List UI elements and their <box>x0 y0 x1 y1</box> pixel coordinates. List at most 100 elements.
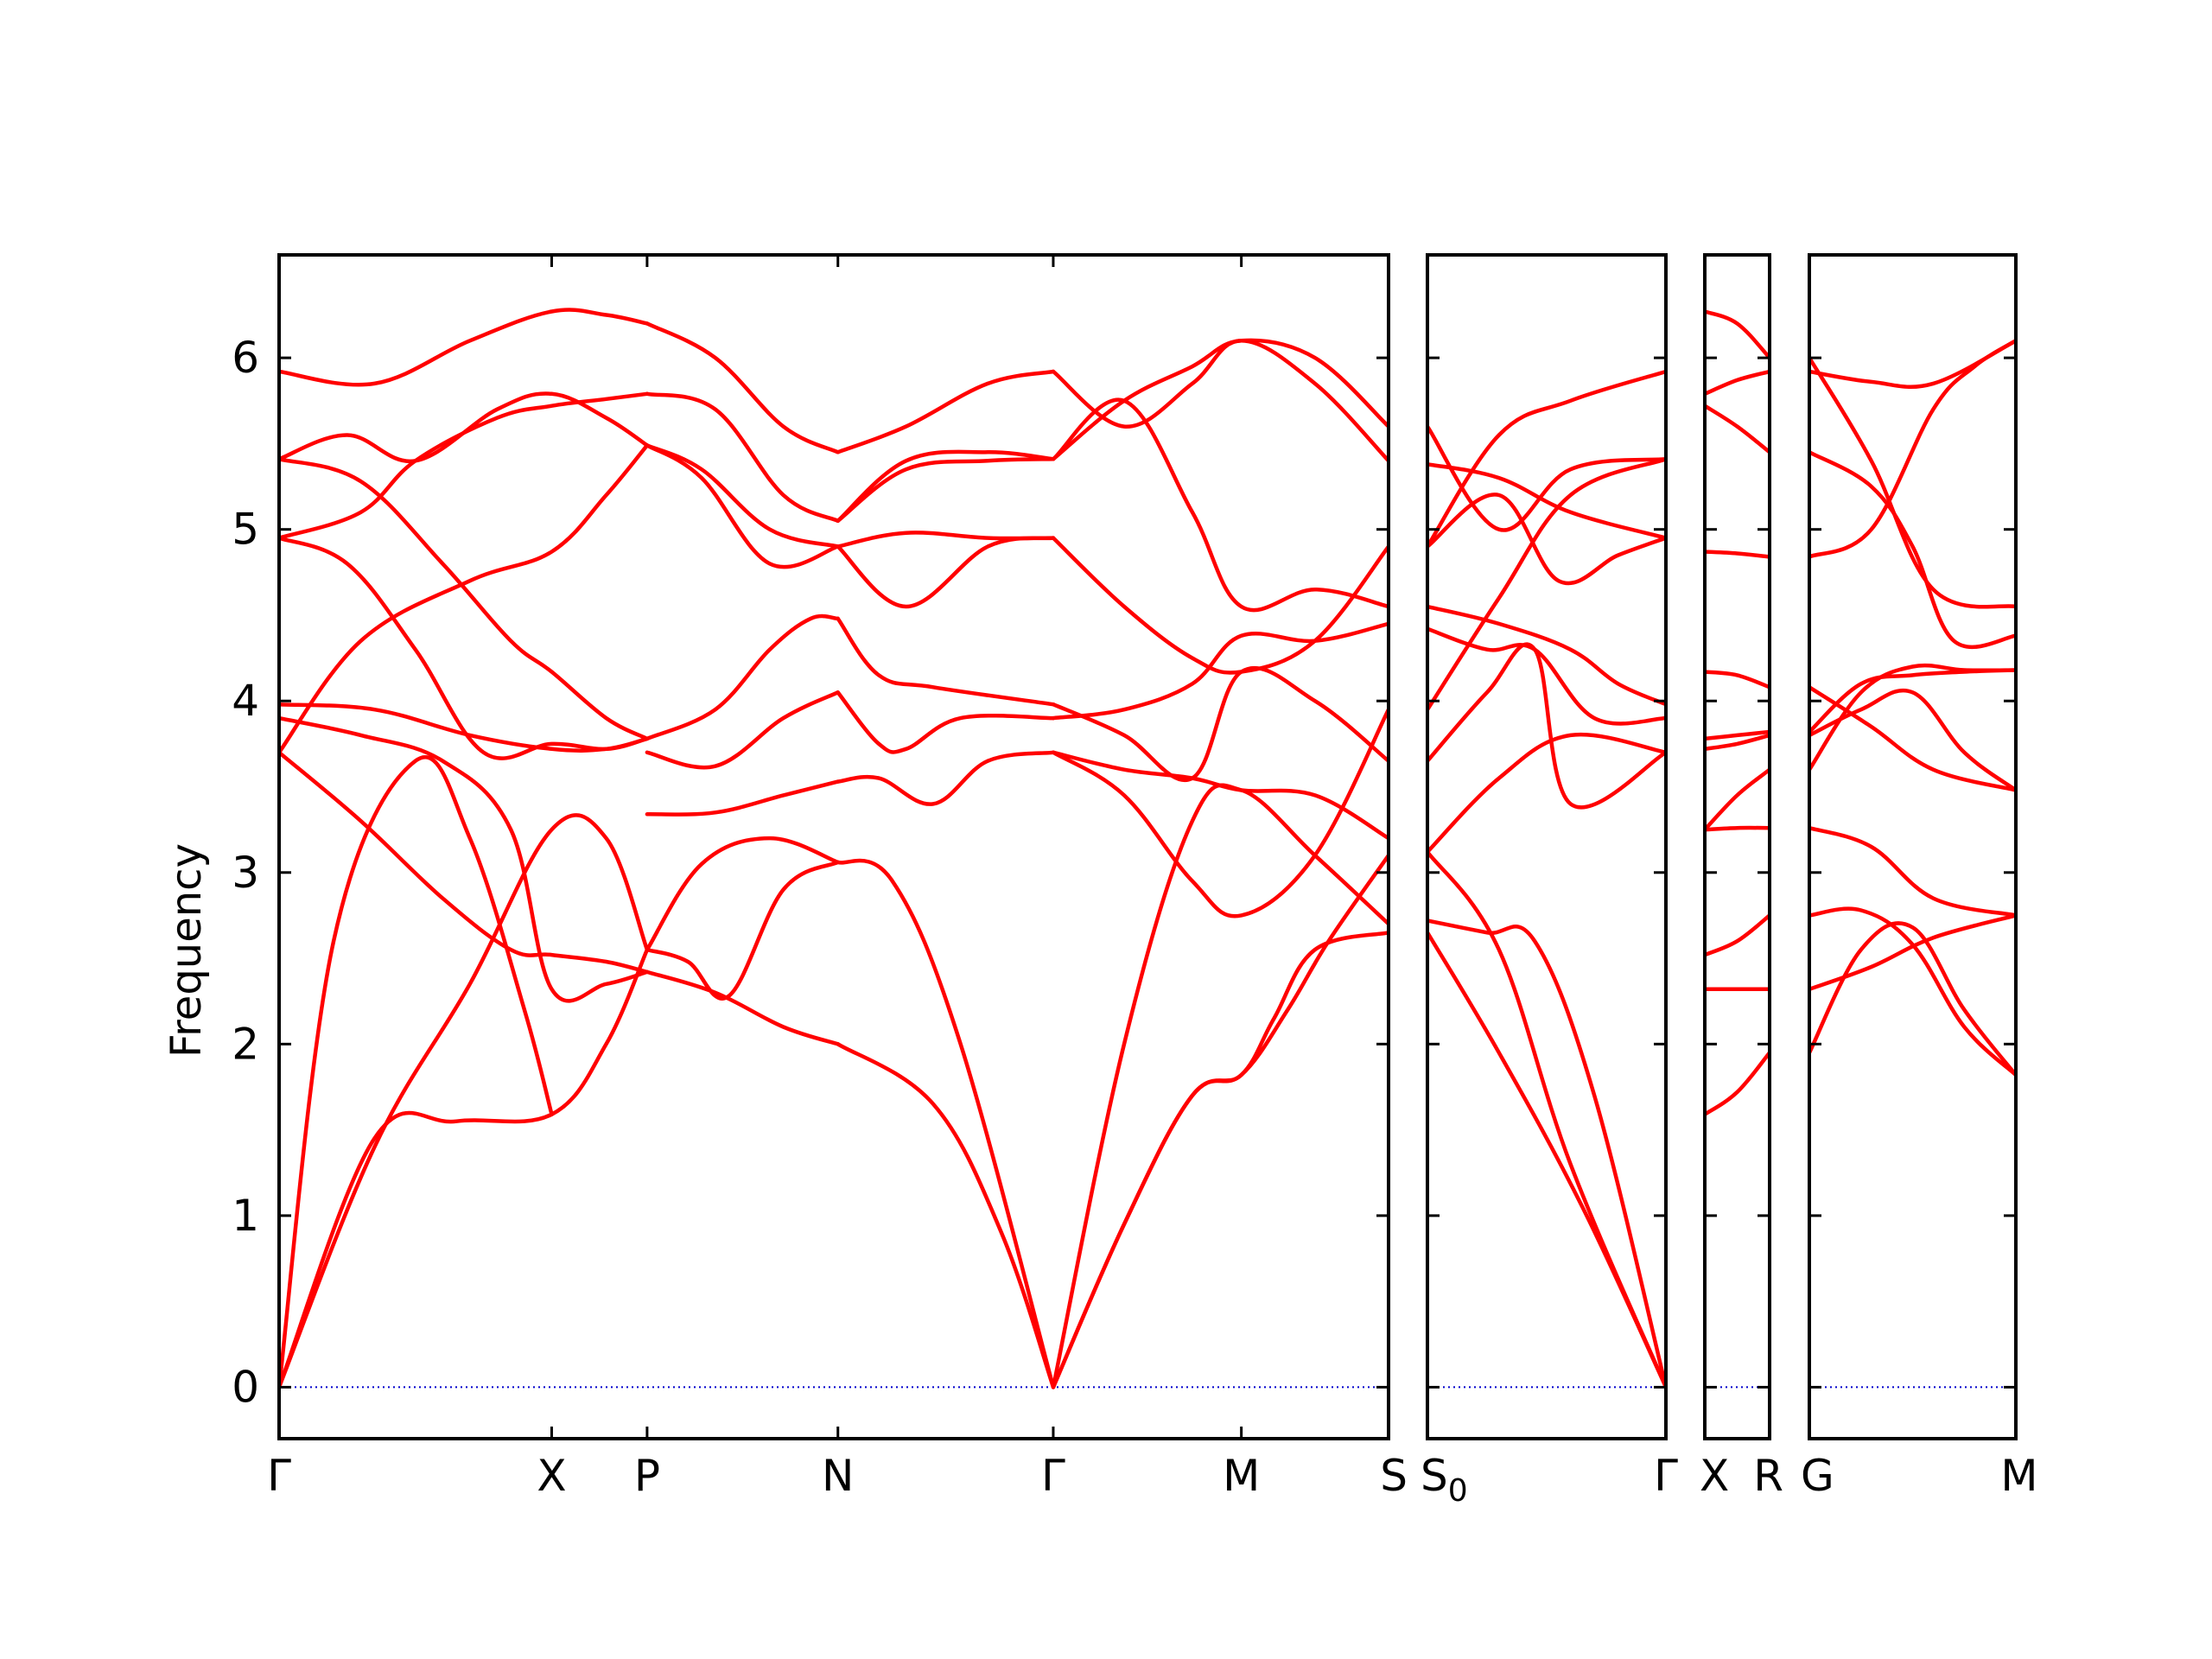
band-line <box>645 860 840 1001</box>
x-tick-label: S <box>1380 1451 1408 1501</box>
y-tick-label: 1 <box>232 1191 259 1241</box>
band-line <box>1705 309 1770 360</box>
band-line <box>279 457 650 741</box>
band-line <box>1051 750 1389 841</box>
band-line <box>645 690 840 770</box>
x-tick-label: Γ <box>267 1451 291 1501</box>
x-tick-label: N <box>822 1451 854 1501</box>
band-line <box>279 308 650 387</box>
band-line <box>1427 461 1666 540</box>
band-line <box>1705 913 1770 957</box>
band-line <box>279 947 650 1389</box>
band-line <box>836 1042 1056 1389</box>
band-line <box>836 750 1056 806</box>
band-line <box>1427 493 1666 586</box>
band-line <box>836 536 1056 609</box>
band-lines <box>1705 309 1770 1116</box>
x-tick-label: P <box>634 1451 660 1501</box>
band-line <box>645 779 840 817</box>
panel-2: S0 Γ <box>1421 253 1678 1509</box>
band-lines <box>279 308 1389 1389</box>
y-axis-label: Frequency <box>162 843 211 1058</box>
band-line <box>1705 767 1770 832</box>
band-line <box>836 457 1056 524</box>
y-tick-label: 0 <box>232 1362 259 1412</box>
band-line <box>1051 338 1389 461</box>
band-line <box>1051 339 1389 463</box>
band-line <box>279 443 650 755</box>
panel-frame <box>1426 253 1668 1440</box>
x-tick-label: R <box>1753 1451 1783 1501</box>
band-line <box>645 321 840 454</box>
x-tick-label: M <box>1223 1451 1260 1501</box>
band-line <box>1705 825 1770 832</box>
band-line <box>1809 685 2016 792</box>
panel-frame <box>1808 253 2018 1440</box>
y-tick-labels: 0 1 2 3 4 5 6 <box>232 333 259 1412</box>
band-line <box>836 858 1056 1389</box>
band-line <box>1809 688 2016 792</box>
band-line <box>1427 604 1666 707</box>
band-line <box>1051 397 1389 613</box>
band-line <box>1427 931 1666 1389</box>
band-line <box>645 443 840 569</box>
band-line <box>1051 853 1389 1389</box>
band-line <box>1427 626 1666 726</box>
band-line <box>645 443 840 549</box>
band-line <box>1051 665 1389 783</box>
band-line <box>1809 906 2016 1077</box>
x-tick-label: Γ <box>1654 1451 1678 1501</box>
band-line <box>279 391 650 540</box>
band-line <box>1705 550 1770 559</box>
band-line <box>1705 670 1770 690</box>
band-line <box>836 616 1056 707</box>
band-line <box>645 391 840 524</box>
panel-frame <box>1703 253 1771 1440</box>
band-line <box>1809 913 2016 992</box>
band-line <box>1051 931 1389 1389</box>
band-line <box>1427 849 1666 1389</box>
x-tick-label: G <box>1801 1451 1834 1501</box>
band-line <box>1809 825 2016 918</box>
x-tick-label: Γ <box>1041 1451 1065 1501</box>
band-line <box>1427 369 1666 549</box>
y-tick-label: 5 <box>232 505 259 555</box>
band-line <box>645 613 840 741</box>
y-tick-label: 3 <box>232 848 259 898</box>
band-line <box>836 449 1056 524</box>
band-line <box>279 536 650 760</box>
band-line <box>1705 733 1770 752</box>
x-tick-label: M <box>2000 1451 2037 1501</box>
band-line <box>1809 339 2016 390</box>
y-tick-label: 2 <box>232 1019 259 1069</box>
x-tick-label: S0 <box>1421 1451 1468 1509</box>
band-line <box>1705 1051 1770 1116</box>
band-lines <box>1809 339 2016 1077</box>
y-tick-label: 4 <box>232 676 259 726</box>
band-line <box>1705 404 1770 454</box>
panel-frame <box>277 253 1390 1440</box>
band-line <box>1809 921 2016 1077</box>
band-line <box>1809 355 2016 609</box>
band-line <box>1051 536 1389 675</box>
band-line <box>1705 729 1770 741</box>
band-line <box>1051 707 1389 918</box>
band-line <box>1809 450 2016 650</box>
band-line <box>1427 732 1666 855</box>
y-tick-label: 6 <box>232 333 259 383</box>
band-lines <box>1427 369 1666 1389</box>
band-line <box>279 813 650 1389</box>
band-line <box>1427 457 1666 712</box>
band-line <box>279 391 650 464</box>
band-line <box>836 531 1056 549</box>
x-tick-label: X <box>537 1451 566 1501</box>
band-line <box>1809 339 2016 559</box>
band-line <box>645 969 840 1046</box>
band-line <box>279 750 650 975</box>
band-line <box>1051 783 1389 1389</box>
band-line <box>836 690 1056 754</box>
